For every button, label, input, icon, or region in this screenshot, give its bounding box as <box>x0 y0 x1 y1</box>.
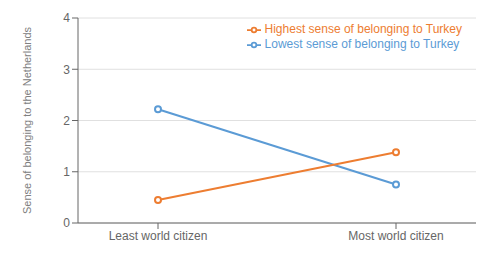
svg-text:Least world citizen: Least world citizen <box>109 229 208 243</box>
svg-text:Sense of belonging to the Neth: Sense of belonging to the Netherlands <box>21 26 33 214</box>
html-text:Lowest sense of belonging to T: Lowest sense of belonging to Turkey <box>264 36 460 51</box>
svg-text:0: 0 <box>63 216 70 230</box>
svg-text:2: 2 <box>63 114 70 128</box>
html-text:Highest sense of belonging to: Highest sense of belonging to Turkey <box>264 22 462 36</box>
svg-text:3: 3 <box>63 63 70 77</box>
svg-text:4: 4 <box>63 11 70 25</box>
svg-text:1: 1 <box>63 165 70 179</box>
svg-text:Most world citizen: Most world citizen <box>348 229 443 243</box>
